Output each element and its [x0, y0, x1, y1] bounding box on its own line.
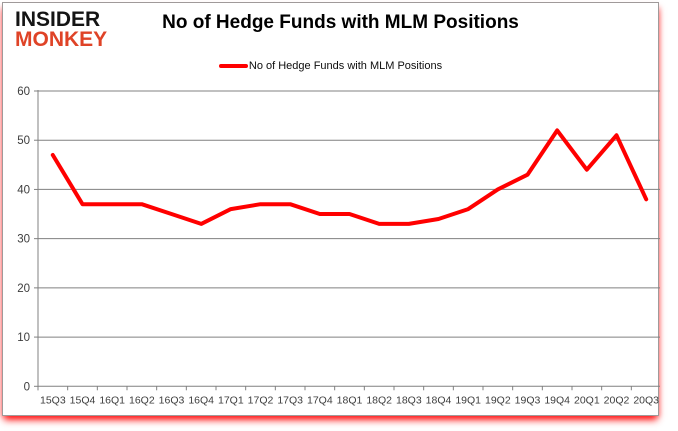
- legend-label: No of Hedge Funds with MLM Positions: [248, 60, 443, 72]
- x-axis-label-19Q2: 19Q2: [485, 394, 511, 406]
- x-axis-label-16Q3: 16Q3: [159, 394, 185, 406]
- x-axis-label-18Q4: 18Q4: [426, 394, 452, 406]
- x-axis-label-18Q1: 18Q1: [337, 394, 363, 406]
- x-axis-label-16Q2: 16Q2: [129, 394, 155, 406]
- x-axis-label-15Q4: 15Q4: [70, 394, 96, 406]
- chart-title: No of Hedge Funds with MLM Positions: [162, 12, 519, 33]
- logo-line-insider: INSIDER: [15, 8, 101, 31]
- x-axis-label-19Q1: 19Q1: [455, 394, 481, 406]
- y-axis-label-10: 10: [17, 332, 30, 344]
- y-axis-label-0: 0: [24, 381, 30, 393]
- legend: No of Hedge Funds with MLM Positions: [3, 60, 658, 72]
- x-axis-label-17Q2: 17Q2: [248, 394, 274, 406]
- y-axis-label-40: 40: [17, 184, 30, 196]
- x-axis-label-18Q3: 18Q3: [396, 394, 422, 406]
- x-axis-label-20Q2: 20Q2: [604, 394, 630, 406]
- x-axis-label-19Q4: 19Q4: [544, 394, 570, 406]
- insider-monkey-logo: INSIDER MONKEY: [15, 8, 108, 52]
- x-axis-label-17Q4: 17Q4: [307, 394, 333, 406]
- x-axis-label-17Q3: 17Q3: [277, 394, 303, 406]
- x-axis-label-17Q1: 17Q1: [218, 394, 244, 406]
- x-axis-label-18Q2: 18Q2: [366, 394, 392, 406]
- y-axis-label-20: 20: [17, 283, 30, 295]
- x-axis-label-20Q1: 20Q1: [574, 394, 600, 406]
- y-axis-label-50: 50: [17, 135, 30, 147]
- legend-red-line-swatch: [218, 64, 248, 68]
- chart-card: INSIDER MONKEY No of Hedge Funds with ML…: [2, 2, 660, 416]
- series-line: [50, 128, 649, 226]
- x-axis-label-20Q3: 20Q3: [633, 394, 659, 406]
- y-axis-label-30: 30: [17, 234, 30, 246]
- x-axis-label-16Q4: 16Q4: [188, 394, 214, 406]
- y-axis-label-60: 60: [17, 86, 30, 98]
- x-axis-label-16Q1: 16Q1: [99, 394, 125, 406]
- x-axis-label-19Q3: 19Q3: [515, 394, 541, 406]
- logo-line-monkey: MONKEY: [15, 28, 108, 52]
- chart-canvas: 0 10 20 30 40 50 60 15Q3 15Q4 16Q1 16Q2 16Q3 16Q4 17Q…: [17, 86, 660, 406]
- x-axis-label-15Q3: 15Q3: [40, 394, 66, 406]
